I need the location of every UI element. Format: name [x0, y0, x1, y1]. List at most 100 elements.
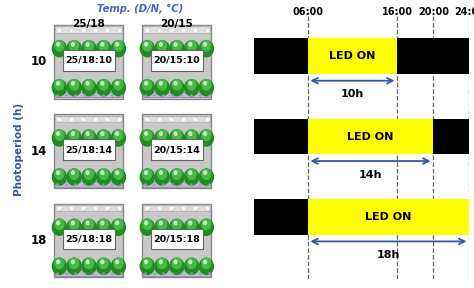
Circle shape — [173, 258, 182, 268]
Circle shape — [145, 82, 147, 85]
Circle shape — [199, 219, 213, 235]
Circle shape — [70, 169, 79, 179]
Circle shape — [170, 80, 184, 96]
Circle shape — [70, 258, 79, 268]
Circle shape — [67, 80, 81, 96]
Circle shape — [70, 130, 79, 140]
Circle shape — [86, 221, 89, 225]
Circle shape — [114, 219, 123, 230]
Circle shape — [143, 130, 152, 140]
Circle shape — [145, 171, 147, 175]
Circle shape — [143, 219, 152, 230]
Circle shape — [202, 258, 211, 268]
Circle shape — [55, 41, 64, 51]
Circle shape — [187, 41, 196, 51]
Circle shape — [55, 169, 64, 179]
Circle shape — [189, 221, 192, 225]
Circle shape — [114, 169, 123, 179]
Bar — [308, 199, 469, 235]
Circle shape — [199, 258, 213, 274]
Circle shape — [187, 80, 196, 90]
Circle shape — [189, 132, 192, 135]
Circle shape — [67, 258, 81, 274]
Text: 06:00: 06:00 — [292, 7, 323, 17]
Bar — [55, 92, 122, 98]
Circle shape — [187, 130, 196, 140]
Circle shape — [101, 43, 104, 46]
Circle shape — [140, 219, 155, 235]
Circle shape — [111, 130, 126, 146]
Circle shape — [157, 80, 166, 90]
Bar — [433, 119, 469, 154]
Circle shape — [199, 41, 213, 57]
Bar — [143, 270, 210, 276]
FancyBboxPatch shape — [142, 25, 211, 99]
Circle shape — [82, 130, 96, 146]
Circle shape — [67, 169, 81, 185]
Text: 10: 10 — [30, 55, 47, 69]
Circle shape — [170, 219, 184, 235]
Circle shape — [174, 132, 177, 135]
Circle shape — [86, 132, 89, 135]
Circle shape — [203, 132, 207, 135]
Circle shape — [84, 80, 93, 90]
Circle shape — [101, 82, 104, 85]
Circle shape — [159, 82, 162, 85]
Circle shape — [52, 219, 66, 235]
Circle shape — [143, 258, 152, 268]
Bar — [143, 26, 210, 33]
FancyBboxPatch shape — [55, 114, 123, 188]
FancyBboxPatch shape — [55, 204, 123, 277]
Circle shape — [170, 41, 184, 57]
Circle shape — [140, 130, 155, 146]
Circle shape — [140, 41, 155, 57]
Circle shape — [187, 219, 196, 230]
Bar — [254, 38, 308, 74]
Bar — [63, 50, 115, 71]
Text: 18: 18 — [30, 234, 47, 247]
Circle shape — [203, 221, 207, 225]
Circle shape — [111, 169, 126, 185]
Circle shape — [111, 80, 126, 96]
Bar — [254, 199, 308, 235]
Circle shape — [140, 258, 155, 274]
Circle shape — [55, 258, 64, 268]
Circle shape — [99, 258, 108, 268]
Circle shape — [67, 130, 81, 146]
Bar — [308, 119, 433, 154]
Circle shape — [202, 41, 211, 51]
Text: 25/18:10: 25/18:10 — [65, 56, 112, 65]
Text: 24:00: 24:00 — [454, 7, 474, 17]
Circle shape — [184, 41, 199, 57]
Circle shape — [56, 43, 60, 46]
Circle shape — [202, 219, 211, 230]
Circle shape — [184, 169, 199, 185]
Circle shape — [140, 169, 155, 185]
Text: 25/18: 25/18 — [73, 19, 105, 29]
Circle shape — [143, 41, 152, 51]
Bar — [143, 181, 210, 187]
Circle shape — [72, 171, 74, 175]
Circle shape — [170, 130, 184, 146]
Text: LED ON: LED ON — [347, 132, 393, 141]
Circle shape — [187, 169, 196, 179]
Text: 25/18:14: 25/18:14 — [65, 145, 112, 154]
Circle shape — [70, 219, 79, 230]
Circle shape — [101, 221, 104, 225]
Circle shape — [199, 169, 213, 185]
Circle shape — [189, 82, 192, 85]
Text: 20:00: 20:00 — [418, 7, 449, 17]
Circle shape — [203, 171, 207, 175]
Circle shape — [86, 82, 89, 85]
Circle shape — [174, 82, 177, 85]
Circle shape — [184, 219, 199, 235]
Circle shape — [84, 41, 93, 51]
Bar — [254, 119, 308, 154]
Circle shape — [159, 221, 162, 225]
Circle shape — [173, 169, 182, 179]
Text: 16:00: 16:00 — [382, 7, 413, 17]
Circle shape — [55, 130, 64, 140]
Circle shape — [189, 171, 192, 175]
Circle shape — [67, 41, 81, 57]
Circle shape — [157, 130, 166, 140]
